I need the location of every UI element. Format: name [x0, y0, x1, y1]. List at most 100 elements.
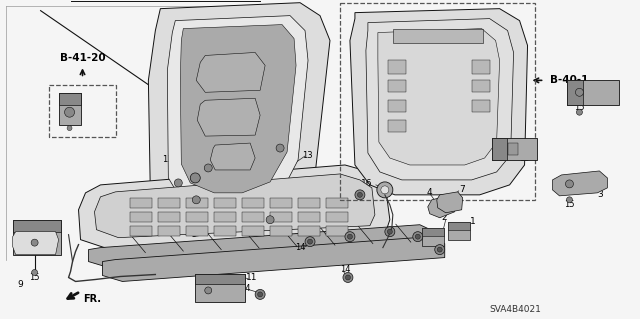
Bar [158, 226, 180, 236]
Text: 14: 14 [296, 243, 306, 252]
Bar [131, 198, 152, 208]
Bar [568, 80, 620, 105]
Bar [195, 274, 245, 285]
Circle shape [377, 182, 393, 198]
Circle shape [348, 234, 353, 239]
Text: 13: 13 [230, 213, 241, 222]
Circle shape [258, 292, 262, 297]
Bar [158, 198, 180, 208]
Text: SVA4B4021: SVA4B4021 [490, 305, 541, 314]
Text: 2: 2 [441, 213, 447, 222]
Circle shape [31, 270, 38, 276]
Polygon shape [79, 165, 390, 249]
Bar [388, 60, 406, 74]
Text: 15: 15 [564, 200, 575, 209]
Text: 6: 6 [190, 230, 196, 239]
Text: B-40-1: B-40-1 [550, 75, 588, 85]
Polygon shape [167, 16, 308, 208]
Bar [326, 198, 348, 208]
Polygon shape [378, 29, 500, 165]
Polygon shape [102, 237, 445, 281]
Text: 8: 8 [348, 183, 354, 192]
Bar [270, 226, 292, 236]
Text: 12: 12 [595, 98, 607, 107]
Polygon shape [148, 3, 330, 225]
Bar [472, 80, 490, 92]
Text: 17: 17 [169, 166, 180, 174]
Bar [242, 212, 264, 222]
Circle shape [437, 247, 442, 252]
Polygon shape [180, 25, 296, 193]
Bar [242, 198, 264, 208]
Circle shape [205, 287, 212, 294]
Text: FR.: FR. [83, 294, 102, 304]
Text: 1: 1 [470, 217, 476, 226]
Bar [270, 212, 292, 222]
Bar [326, 212, 348, 222]
Circle shape [190, 173, 200, 183]
Circle shape [355, 190, 365, 200]
Text: 13: 13 [302, 151, 313, 160]
Text: 15: 15 [520, 153, 530, 162]
Bar [186, 198, 208, 208]
Text: 14: 14 [239, 284, 250, 293]
Bar [298, 226, 320, 236]
Circle shape [266, 216, 274, 224]
Bar [472, 100, 490, 112]
Bar [59, 93, 81, 125]
Circle shape [387, 229, 392, 234]
Text: 15: 15 [29, 273, 40, 282]
Bar [59, 93, 81, 105]
Polygon shape [366, 19, 513, 180]
Circle shape [415, 234, 420, 239]
Bar [13, 220, 61, 232]
Circle shape [577, 109, 582, 115]
Polygon shape [350, 9, 527, 195]
Circle shape [67, 126, 72, 130]
Circle shape [413, 232, 423, 241]
Bar [508, 143, 518, 155]
Bar [340, 3, 534, 200]
Text: 3: 3 [597, 190, 603, 199]
Bar [492, 138, 536, 160]
Polygon shape [552, 171, 607, 196]
Bar [49, 85, 116, 137]
Bar [388, 120, 406, 132]
Polygon shape [196, 52, 265, 92]
Polygon shape [95, 174, 375, 238]
Circle shape [276, 144, 284, 152]
Text: 4: 4 [426, 188, 432, 197]
Bar [242, 226, 264, 236]
Bar [270, 198, 292, 208]
Circle shape [575, 88, 584, 96]
Text: 15: 15 [574, 103, 585, 112]
Circle shape [31, 239, 38, 246]
Bar [388, 100, 406, 112]
Bar [195, 274, 245, 302]
Bar [448, 222, 470, 230]
Circle shape [435, 245, 445, 255]
Bar [298, 212, 320, 222]
Text: 11: 11 [246, 273, 258, 282]
Circle shape [255, 289, 265, 300]
Circle shape [65, 107, 74, 117]
Text: 13: 13 [162, 155, 172, 165]
Bar [422, 228, 444, 236]
Text: B-41-20: B-41-20 [60, 54, 106, 63]
Circle shape [357, 192, 362, 197]
Bar [326, 226, 348, 236]
Text: 10: 10 [480, 128, 492, 137]
Text: 7: 7 [460, 185, 465, 194]
Bar [388, 80, 406, 92]
Polygon shape [210, 143, 255, 170]
Polygon shape [88, 225, 435, 268]
Circle shape [566, 180, 573, 188]
Circle shape [204, 164, 212, 172]
Bar [568, 80, 584, 105]
Circle shape [345, 232, 355, 241]
Text: 14: 14 [340, 265, 351, 274]
Polygon shape [436, 192, 463, 213]
Text: 9: 9 [18, 280, 24, 289]
Bar [492, 138, 507, 160]
Circle shape [308, 239, 312, 244]
